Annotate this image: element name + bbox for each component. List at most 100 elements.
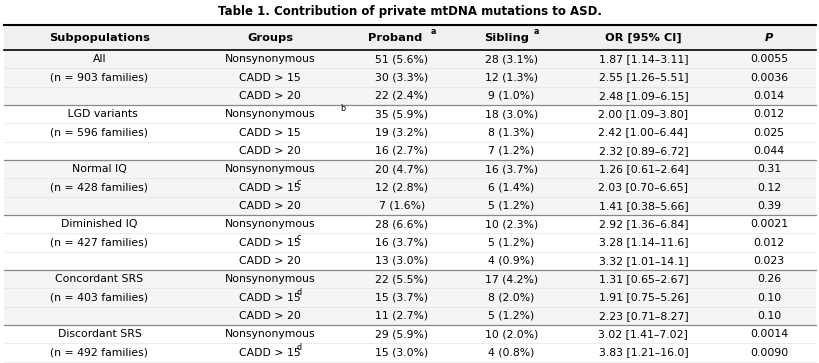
Text: 30 (3.3%): 30 (3.3%) xyxy=(375,73,428,83)
Text: LGD variants: LGD variants xyxy=(64,109,138,119)
Text: (n = 403 families): (n = 403 families) xyxy=(50,293,148,303)
Text: Discordant SRS: Discordant SRS xyxy=(57,329,141,339)
Text: 15 (3.7%): 15 (3.7%) xyxy=(375,293,428,303)
Text: 17 (4.2%): 17 (4.2%) xyxy=(484,274,537,284)
Text: 5 (1.2%): 5 (1.2%) xyxy=(488,237,534,248)
Text: 20 (4.7%): 20 (4.7%) xyxy=(375,164,428,174)
Text: a: a xyxy=(430,27,435,36)
Text: 2.55 [1.26–5.51]: 2.55 [1.26–5.51] xyxy=(598,73,687,83)
Text: Concordant SRS: Concordant SRS xyxy=(56,274,143,284)
Text: CADD > 15: CADD > 15 xyxy=(239,183,301,193)
Text: 1.41 [0.38–5.66]: 1.41 [0.38–5.66] xyxy=(598,201,687,211)
Text: 0.26: 0.26 xyxy=(756,274,781,284)
Bar xyxy=(4,160,815,179)
Text: 2.23 [0.71–8.27]: 2.23 [0.71–8.27] xyxy=(598,311,687,321)
Bar xyxy=(4,197,815,215)
Text: 0.014: 0.014 xyxy=(753,91,784,101)
Text: 9 (1.0%): 9 (1.0%) xyxy=(487,91,534,101)
Text: 4 (0.9%): 4 (0.9%) xyxy=(487,256,534,266)
Text: 0.0055: 0.0055 xyxy=(749,54,787,64)
Text: 1.26 [0.61–2.64]: 1.26 [0.61–2.64] xyxy=(598,164,687,174)
Text: 0.0014: 0.0014 xyxy=(749,329,787,339)
Text: 2.92 [1.36–6.84]: 2.92 [1.36–6.84] xyxy=(598,219,687,229)
Bar xyxy=(4,50,815,69)
Bar xyxy=(4,307,815,325)
Text: CADD > 20: CADD > 20 xyxy=(238,311,301,321)
Text: Nonsynonymous: Nonsynonymous xyxy=(224,54,314,64)
Text: 22 (5.5%): 22 (5.5%) xyxy=(375,274,428,284)
Text: 4 (0.8%): 4 (0.8%) xyxy=(487,347,534,358)
Text: Nonsynonymous: Nonsynonymous xyxy=(224,164,314,174)
Text: 8 (1.3%): 8 (1.3%) xyxy=(488,127,534,138)
Text: 0.10: 0.10 xyxy=(756,293,781,303)
Text: 1.91 [0.75–5.26]: 1.91 [0.75–5.26] xyxy=(598,293,687,303)
Text: OR [95% CI]: OR [95% CI] xyxy=(604,33,681,43)
Text: 16 (2.7%): 16 (2.7%) xyxy=(375,146,428,156)
Bar xyxy=(4,179,815,197)
Text: (n = 596 families): (n = 596 families) xyxy=(51,127,148,138)
Bar xyxy=(4,215,815,233)
Bar xyxy=(4,105,815,123)
Text: 0.025: 0.025 xyxy=(753,127,784,138)
Text: 2.32 [0.89–6.72]: 2.32 [0.89–6.72] xyxy=(598,146,687,156)
Text: Normal IQ: Normal IQ xyxy=(72,164,127,174)
Text: 13 (3.0%): 13 (3.0%) xyxy=(375,256,428,266)
Text: Nonsynonymous: Nonsynonymous xyxy=(224,274,314,284)
Text: CADD > 15: CADD > 15 xyxy=(239,347,301,358)
Text: 3.32 [1.01–14.1]: 3.32 [1.01–14.1] xyxy=(598,256,687,266)
Text: Table 1. Contribution of private mtDNA mutations to ASD.: Table 1. Contribution of private mtDNA m… xyxy=(218,5,601,19)
Bar xyxy=(4,69,815,87)
Bar xyxy=(4,270,815,289)
Text: c: c xyxy=(296,178,300,187)
Text: Diminished IQ: Diminished IQ xyxy=(61,219,138,229)
Text: CADD > 20: CADD > 20 xyxy=(238,91,301,101)
Text: 0.12: 0.12 xyxy=(756,183,781,193)
Text: 0.0090: 0.0090 xyxy=(749,347,787,358)
Text: 18 (3.0%): 18 (3.0%) xyxy=(484,109,537,119)
Text: Nonsynonymous: Nonsynonymous xyxy=(224,329,314,339)
Text: 5 (1.2%): 5 (1.2%) xyxy=(488,311,534,321)
Text: d: d xyxy=(296,287,301,297)
Text: 0.31: 0.31 xyxy=(756,164,781,174)
Text: Groups: Groups xyxy=(247,33,292,43)
Text: CADD > 15: CADD > 15 xyxy=(239,293,301,303)
Bar xyxy=(4,289,815,307)
Text: 15 (3.0%): 15 (3.0%) xyxy=(375,347,428,358)
Text: 16 (3.7%): 16 (3.7%) xyxy=(375,237,428,248)
Text: 2.00 [1.09–3.80]: 2.00 [1.09–3.80] xyxy=(598,109,688,119)
Bar xyxy=(4,252,815,270)
Text: CADD > 20: CADD > 20 xyxy=(238,256,301,266)
Text: 11 (2.7%): 11 (2.7%) xyxy=(375,311,428,321)
Text: CADD > 15: CADD > 15 xyxy=(239,237,301,248)
Text: 0.012: 0.012 xyxy=(753,109,784,119)
Text: 0.044: 0.044 xyxy=(753,146,784,156)
Text: 0.012: 0.012 xyxy=(753,237,784,248)
Text: a: a xyxy=(532,27,538,36)
Text: 0.023: 0.023 xyxy=(753,256,784,266)
Text: 22 (2.4%): 22 (2.4%) xyxy=(375,91,428,101)
Text: Sibling: Sibling xyxy=(483,33,528,43)
Bar xyxy=(4,142,815,160)
Text: 19 (3.2%): 19 (3.2%) xyxy=(375,127,428,138)
Bar xyxy=(4,233,815,252)
Text: Subpopulations: Subpopulations xyxy=(49,33,150,43)
Bar xyxy=(4,362,815,363)
Bar xyxy=(4,25,815,50)
Text: 1.87 [1.14–3.11]: 1.87 [1.14–3.11] xyxy=(598,54,687,64)
Bar xyxy=(4,343,815,362)
Text: 0.0021: 0.0021 xyxy=(749,219,787,229)
Text: 29 (5.9%): 29 (5.9%) xyxy=(375,329,428,339)
Text: 2.42 [1.00–6.44]: 2.42 [1.00–6.44] xyxy=(598,127,687,138)
Text: 5 (1.2%): 5 (1.2%) xyxy=(488,201,534,211)
Text: CADD > 15: CADD > 15 xyxy=(239,73,301,83)
Text: (n = 492 families): (n = 492 families) xyxy=(51,347,148,358)
Text: 16 (3.7%): 16 (3.7%) xyxy=(484,164,537,174)
Text: b: b xyxy=(339,104,345,113)
Text: 28 (6.6%): 28 (6.6%) xyxy=(375,219,428,229)
Text: 7 (1.2%): 7 (1.2%) xyxy=(488,146,534,156)
Text: 2.03 [0.70–6.65]: 2.03 [0.70–6.65] xyxy=(598,183,688,193)
Text: Nonsynonymous: Nonsynonymous xyxy=(224,109,314,119)
Bar xyxy=(4,87,815,105)
Text: (n = 428 families): (n = 428 families) xyxy=(51,183,148,193)
Text: 1.31 [0.65–2.67]: 1.31 [0.65–2.67] xyxy=(598,274,687,284)
